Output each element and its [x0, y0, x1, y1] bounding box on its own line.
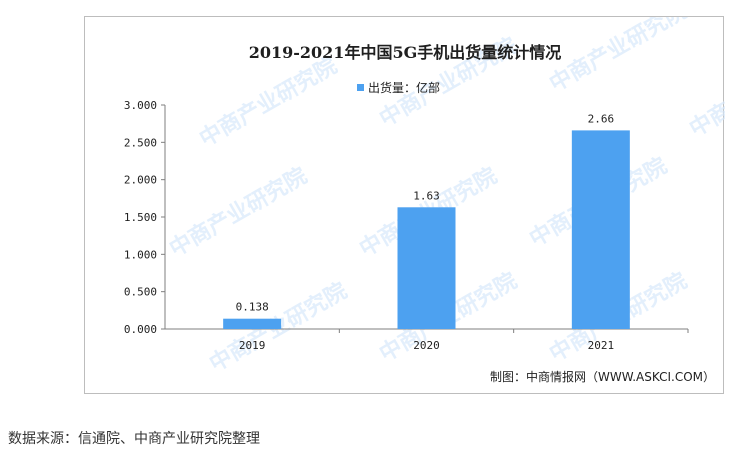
bar-2020 — [397, 207, 456, 329]
y-tick-label: 2.500 — [124, 136, 157, 149]
x-tick-label: 2020 — [413, 339, 440, 352]
data-label: 2.66 — [588, 112, 615, 125]
x-tick-label: 2021 — [588, 339, 615, 352]
y-tick-label: 1.500 — [124, 211, 157, 224]
y-tick-label: 2.000 — [124, 174, 157, 187]
chart-svg: 中商产业研究院 中商产业研究院 中商产业研究院中商产业研究院中商产业研究院中商产业研… — [124, 17, 725, 377]
chart-legend: 出货量：亿部 — [357, 79, 440, 96]
chart-container: 中商产业研究院 中商产业研究院 中商产业研究院 中商产业研究院 中商产业研究院 中商产业研… — [84, 16, 725, 394]
legend-swatch — [357, 84, 364, 91]
y-tick-label: 0.500 — [124, 286, 157, 299]
chart-credit: 制图：中商情报网（WWW.ASKCI.COM） — [490, 370, 715, 384]
chart-title: 2019-2021年中国5G手机出货量统计情况 — [248, 43, 562, 62]
bar-2019 — [223, 318, 282, 329]
legend-label: 出货量：亿部 — [368, 81, 441, 95]
y-tick-label: 1.000 — [124, 248, 157, 261]
data-label: 1.63 — [413, 189, 440, 202]
x-tick-label: 2019 — [239, 339, 266, 352]
bar-2021 — [571, 130, 630, 329]
y-tick-label: 0.000 — [124, 323, 157, 336]
data-label: 0.138 — [236, 301, 269, 314]
watermark-text: 中商产业研究院 — [195, 53, 341, 153]
source-note: 数据来源：信通院、中商产业研究院整理 — [8, 431, 260, 447]
y-tick-label: 3.000 — [124, 99, 157, 112]
watermark-text: 中商产业研究院 — [165, 163, 311, 263]
